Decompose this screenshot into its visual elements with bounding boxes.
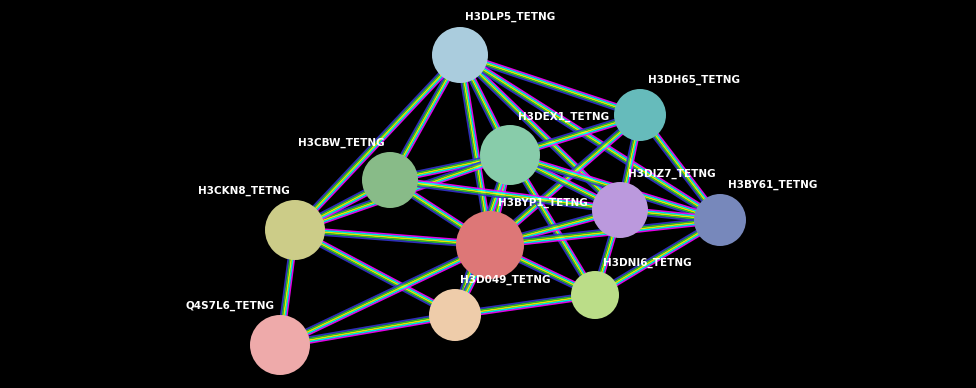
Text: H3DLP5_TETNG: H3DLP5_TETNG	[465, 12, 555, 22]
Text: H3DEX1_TETNG: H3DEX1_TETNG	[518, 112, 609, 122]
Text: H3DIZ7_TETNG: H3DIZ7_TETNG	[628, 169, 715, 179]
Text: H3D049_TETNG: H3D049_TETNG	[460, 275, 550, 285]
Text: H3CBW_TETNG: H3CBW_TETNG	[299, 138, 385, 148]
Circle shape	[362, 152, 418, 208]
Circle shape	[571, 271, 619, 319]
Text: H3CKN8_TETNG: H3CKN8_TETNG	[198, 186, 290, 196]
Text: H3DH65_TETNG: H3DH65_TETNG	[648, 75, 740, 85]
Circle shape	[432, 27, 488, 83]
Circle shape	[614, 89, 666, 141]
Circle shape	[456, 211, 524, 279]
Circle shape	[592, 182, 648, 238]
Circle shape	[480, 125, 540, 185]
Circle shape	[429, 289, 481, 341]
Circle shape	[694, 194, 746, 246]
Circle shape	[250, 315, 310, 375]
Circle shape	[265, 200, 325, 260]
Text: H3BYP1_TETNG: H3BYP1_TETNG	[498, 198, 588, 208]
Text: H3DNI6_TETNG: H3DNI6_TETNG	[603, 258, 692, 268]
Text: H3BY61_TETNG: H3BY61_TETNG	[728, 180, 817, 190]
Text: Q4S7L6_TETNG: Q4S7L6_TETNG	[186, 301, 275, 311]
